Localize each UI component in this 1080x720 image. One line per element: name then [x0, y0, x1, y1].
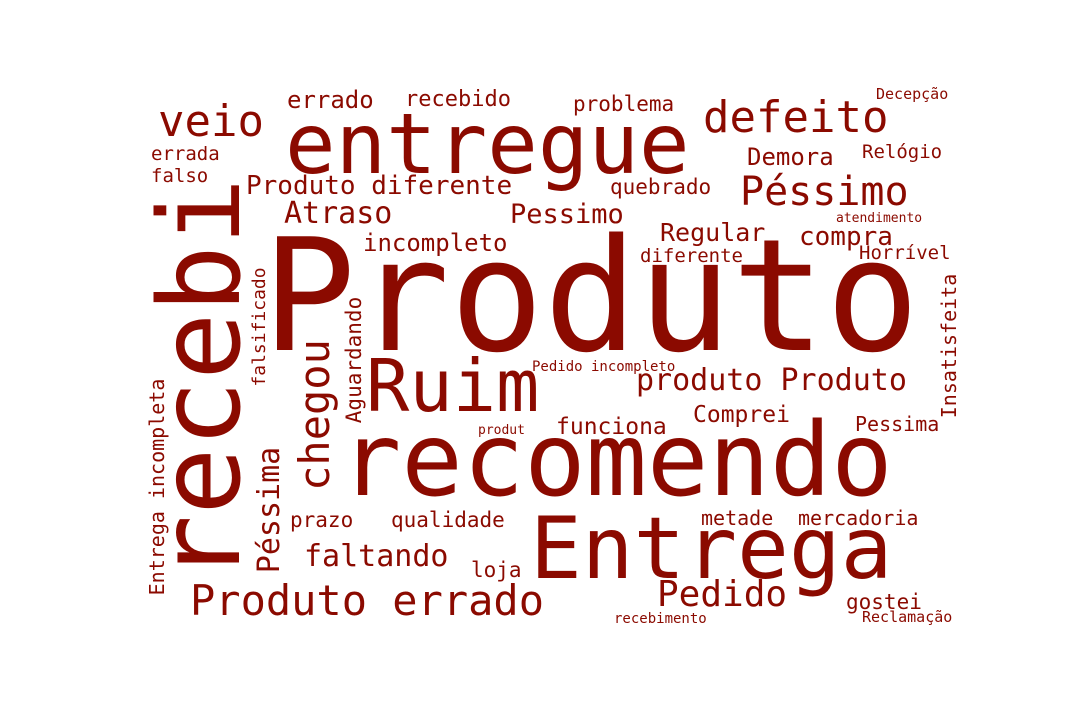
word-entrega-incompleta-37: Entrega incompleta — [145, 378, 169, 596]
word-pessima-28: Pessima — [855, 412, 940, 436]
word-falsificado-36: falsificado — [249, 267, 270, 387]
word-qualidade-30: qualidade — [391, 508, 505, 532]
word-errada-42: errada — [151, 143, 220, 165]
word-atraso-13: Atraso — [284, 196, 393, 231]
word-quebrado-25: quebrado — [610, 175, 712, 199]
word-entrega-3: Entrega — [530, 499, 893, 599]
word-produto-errado-10: Produto errado — [190, 576, 545, 625]
word-recomendo-1: recomendo — [340, 401, 893, 520]
word-pedido-incompleto-46: Pedido incompleto — [532, 359, 676, 375]
word-incompleto-20: incompleto — [363, 229, 508, 257]
word-compra-19: compra — [799, 222, 893, 252]
word-relogio-39: Relógio — [862, 141, 943, 163]
word-loja-33: loja — [471, 558, 522, 582]
word-comprei-27: Comprei — [693, 402, 790, 428]
word-funciona-26: funciona — [556, 414, 667, 440]
word-mercadoria-32: mercadoria — [798, 506, 919, 530]
word-produto-diferente-16: Produto diferente — [246, 171, 513, 201]
word-atendimento-45: atendimento — [836, 211, 923, 226]
word-produto-produto-12: produto Produto — [636, 363, 907, 398]
word-reclamacao-49: Reclamação — [862, 608, 953, 626]
word-recebimento-48: recebimento — [614, 611, 707, 627]
word-chegou-9: chegou — [290, 339, 339, 491]
word-produto-0: Produto — [262, 205, 920, 387]
word-horrivel-40: Horrível — [859, 242, 951, 264]
word-aguardando-35: Aguardando — [342, 296, 366, 424]
word-problema-23: problema — [573, 92, 675, 116]
word-faltando-15: faltando — [304, 539, 449, 574]
word-pessimo-17: Pessimo — [510, 199, 624, 230]
word-insatisfeita-38: Insatisfeita — [937, 273, 961, 419]
word-diferente-41: diferente — [640, 245, 743, 267]
word-entregue-2: entregue — [285, 95, 690, 193]
word-metade-31: metade — [701, 506, 774, 530]
word-defeito-6: defeito — [703, 92, 889, 143]
word-recebido-22: recebido — [405, 87, 511, 112]
word-pessima-14: Péssima — [252, 446, 287, 574]
word-veio-8: veio — [158, 96, 264, 147]
word-errado-21: errado — [287, 86, 374, 114]
word-prazo-29: prazo — [290, 508, 354, 532]
word-decepcao-44: Decepção — [876, 85, 949, 103]
word-pedido-11: Pedido — [657, 574, 788, 615]
word-ruim-5: Ruim — [366, 344, 540, 428]
word-pessimo-7: Péssimo — [740, 169, 909, 215]
word-regular-18: Regular — [660, 218, 766, 247]
word-gostei-34: gostei — [846, 590, 922, 614]
word-demora-24: Demora — [747, 143, 834, 171]
word-produt-47: produt — [478, 423, 525, 438]
word-falso-43: falso — [151, 165, 209, 187]
